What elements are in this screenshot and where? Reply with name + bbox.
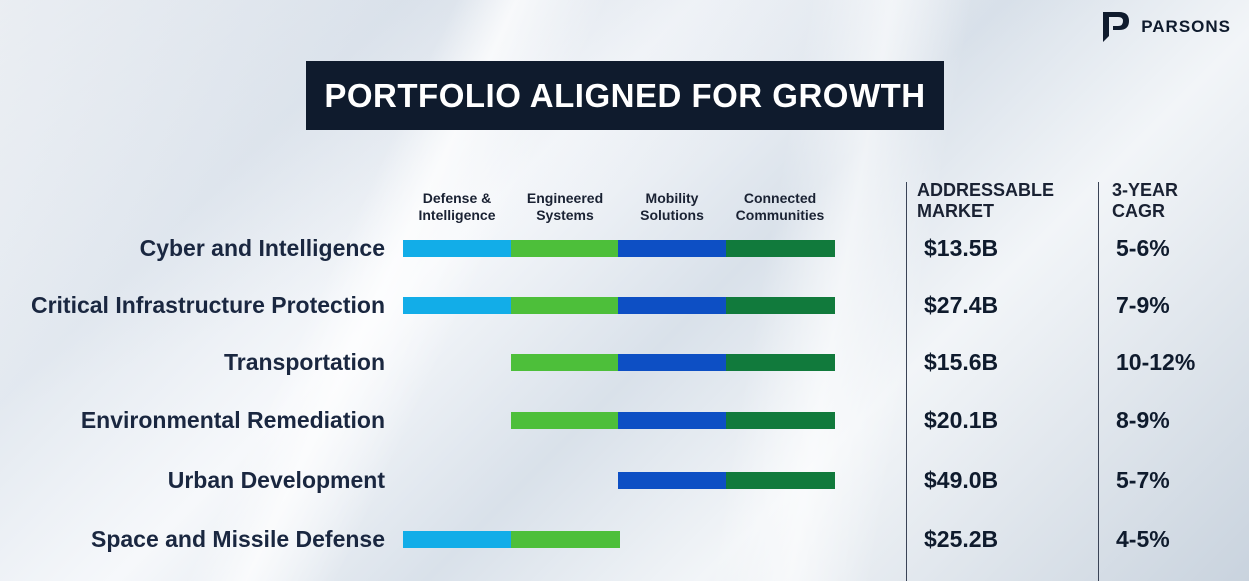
segment-bar-2: [618, 354, 727, 371]
divider-line-market: [906, 182, 907, 581]
segment-bar-1: [511, 297, 620, 314]
metric-header-line: CAGR: [1112, 201, 1165, 221]
segment-header-line: Mobility: [645, 190, 699, 206]
segment-bar-1: [511, 412, 620, 429]
row-label: Critical Infrastructure Protection: [30, 292, 385, 318]
segment-bar-3: [726, 472, 835, 489]
market-value: $13.5B: [924, 235, 999, 261]
segment-header-3: Connected Communities: [726, 190, 834, 224]
segment-bar-3: [726, 354, 835, 371]
segment-header-1: Engineered Systems: [511, 190, 619, 224]
segment-header-line: Systems: [536, 207, 594, 223]
divider-line-cagr: [1098, 182, 1099, 581]
metric-header-line: ADDRESSABLE: [917, 180, 1055, 200]
row-label: Environmental Remediation: [80, 407, 385, 433]
metric-header-line: 3-YEAR: [1112, 180, 1179, 200]
segment-header-line: Defense &: [422, 190, 492, 206]
cagr-header: 3-YEAR CAGR: [1112, 180, 1178, 222]
addressable-market-header: ADDRESSABLE MARKET: [917, 180, 1054, 222]
page-title: PORTFOLIO ALIGNED FOR GROWTH: [306, 61, 944, 130]
cagr-value: 8-9%: [1116, 407, 1170, 433]
metric-header-line: MARKET: [917, 201, 994, 221]
segment-header-0: Defense & Intelligence: [403, 190, 511, 224]
cagr-value: 5-6%: [1116, 235, 1170, 261]
cagr-value: 7-9%: [1116, 292, 1170, 318]
cagr-value: 5-7%: [1116, 467, 1170, 493]
segment-bar-1: [511, 354, 620, 371]
market-value: $25.2B: [924, 526, 999, 552]
segment-header-line: Intelligence: [418, 207, 496, 223]
segment-bar-3: [726, 412, 835, 429]
segment-bar-2: [618, 240, 727, 257]
row-label: Space and Missile Defense: [90, 526, 385, 552]
market-value: $49.0B: [924, 467, 999, 493]
market-value: $20.1B: [924, 407, 999, 433]
parsons-p-logo-icon: [1103, 12, 1130, 42]
segment-header-line: Solutions: [640, 207, 704, 223]
cagr-value: 10-12%: [1116, 349, 1196, 375]
segment-bar-1: [511, 531, 620, 548]
segment-header-line: Connected: [743, 190, 817, 206]
row-label: Transportation: [223, 349, 385, 375]
segment-header-line: Engineered: [526, 190, 604, 206]
segment-bar-0: [403, 240, 512, 257]
segment-bar-3: [726, 297, 835, 314]
segment-bar-1: [511, 240, 620, 257]
segment-bar-2: [618, 297, 727, 314]
row-label: Cyber and Intelligence: [139, 235, 385, 261]
cagr-value: 4-5%: [1116, 526, 1170, 552]
segment-header-2: Mobility Solutions: [618, 190, 726, 224]
segment-bar-2: [618, 472, 727, 489]
row-label: Urban Development: [167, 467, 385, 493]
market-value: $15.6B: [924, 349, 999, 375]
parsons-logo: PARSONS: [1101, 10, 1231, 44]
segment-header-line: Communities: [735, 207, 825, 223]
segment-bar-3: [726, 240, 835, 257]
market-value: $27.4B: [924, 292, 999, 318]
segment-bar-2: [618, 412, 727, 429]
logo-text: PARSONS: [1141, 17, 1231, 36]
segment-bar-0: [403, 531, 512, 548]
segment-bar-0: [403, 297, 512, 314]
